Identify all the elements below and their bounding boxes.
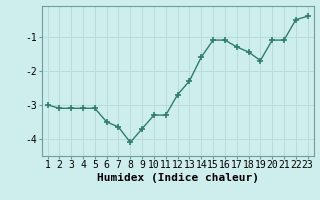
X-axis label: Humidex (Indice chaleur): Humidex (Indice chaleur) — [97, 173, 259, 183]
